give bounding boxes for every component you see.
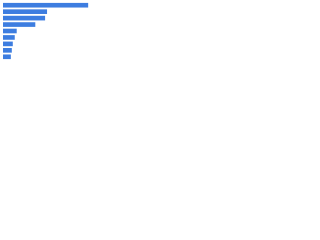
bar	[3, 2, 89, 8]
bar	[3, 41, 13, 47]
bar	[3, 48, 12, 53]
page: {"chart_data": {"type": "barh", "categor…	[0, 0, 100, 71]
bar	[3, 9, 48, 14]
bar	[3, 28, 17, 34]
chart	[3, 2, 89, 60]
bar	[3, 22, 36, 27]
bar	[3, 54, 11, 60]
bar	[3, 15, 46, 21]
bar	[3, 35, 15, 40]
